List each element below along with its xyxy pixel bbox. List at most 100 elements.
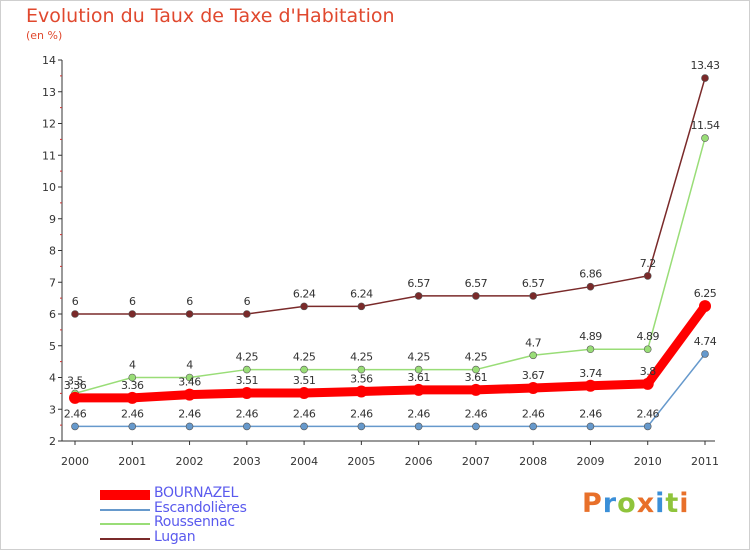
data-label: 3.46 <box>178 376 201 389</box>
data-label: 2.46 <box>236 407 259 420</box>
data-point <box>69 391 81 404</box>
data-label: 7.2 <box>640 257 656 270</box>
series-line-escandolières <box>74 353 706 428</box>
legend-label: Escandolières <box>154 499 247 516</box>
data-label: 4.25 <box>293 351 316 364</box>
data-label: 4.25 <box>236 351 259 364</box>
series-line-bournazel <box>70 301 710 403</box>
data-point <box>243 365 251 374</box>
data-point <box>414 422 423 431</box>
data-point <box>586 422 595 431</box>
data-label: 3.5 <box>67 374 83 387</box>
data-label: 6.57 <box>465 277 488 290</box>
data-point <box>71 310 79 318</box>
data-label: 6 <box>186 295 193 308</box>
data-label: 6.24 <box>350 287 373 300</box>
data-label: 4.89 <box>579 330 602 343</box>
data-point <box>126 391 139 404</box>
data-point <box>643 272 652 280</box>
chart-title: Evolution du Taux de Taxe d'Habitation <box>26 5 395 27</box>
legend-swatch <box>100 537 150 540</box>
y-tick-label: 9 <box>49 213 56 226</box>
x-tick-label: 2004 <box>290 455 318 468</box>
data-point <box>300 302 308 311</box>
data-label: 4.25 <box>350 351 373 364</box>
data-label: 3.56 <box>350 372 373 385</box>
y-tick-label: 12 <box>42 118 56 131</box>
data-label: 6.57 <box>522 277 545 290</box>
data-label: 11.54 <box>691 119 720 132</box>
y-tick-label: 2 <box>49 435 56 448</box>
data-label: 3.51 <box>236 374 259 387</box>
data-point <box>472 365 480 374</box>
x-tick-label: 2000 <box>61 455 89 468</box>
x-tick-label: 2006 <box>405 455 433 468</box>
y-tick-label: 10 <box>42 181 56 194</box>
x-tick-label: 2010 <box>634 455 662 468</box>
data-point <box>701 350 709 358</box>
data-label: 4.7 <box>525 336 541 349</box>
data-point <box>185 310 194 318</box>
data-label: 4 <box>186 359 193 372</box>
data-label: 2.46 <box>121 407 144 420</box>
data-point <box>128 310 137 318</box>
logo-letter: x <box>636 488 656 519</box>
data-label: 6.57 <box>407 277 430 290</box>
data-point <box>472 292 480 300</box>
data-label: 3.36 <box>64 379 87 392</box>
data-point <box>240 387 253 400</box>
data-point <box>300 422 308 431</box>
data-point <box>300 365 308 374</box>
legend-label: Roussennac <box>154 514 235 530</box>
legend-swatch <box>100 523 150 525</box>
data-label: 2.46 <box>636 407 659 420</box>
y-tick-label: 3 <box>49 403 56 416</box>
data-point <box>529 422 537 431</box>
logo-letter: i <box>655 488 666 519</box>
data-point <box>472 422 480 431</box>
data-point <box>298 387 311 400</box>
x-tick-label: 2002 <box>176 455 204 468</box>
data-point <box>185 422 194 431</box>
data-point <box>414 365 423 374</box>
x-tick-label: 2001 <box>118 455 146 468</box>
data-label: 6 <box>129 295 136 308</box>
data-point <box>355 385 368 398</box>
data-point <box>586 345 595 354</box>
data-label: 4.25 <box>407 351 430 364</box>
data-label: 6.86 <box>579 268 602 281</box>
data-point <box>183 388 196 401</box>
data-point <box>357 422 366 431</box>
data-label: 2.46 <box>579 407 602 420</box>
data-label: 6 <box>72 295 79 308</box>
y-tick-label: 14 <box>42 54 56 67</box>
y-tick-label: 6 <box>49 308 56 321</box>
data-label: 6.25 <box>694 287 717 300</box>
data-label: 2.46 <box>64 407 87 420</box>
data-label: 4.89 <box>636 330 659 343</box>
data-point <box>699 300 711 313</box>
data-label: 3.51 <box>293 374 316 387</box>
logo-letter: r <box>602 488 618 519</box>
y-tick-label: 13 <box>42 86 56 99</box>
y-tick-label: 11 <box>42 149 56 162</box>
data-label: 2.46 <box>522 407 545 420</box>
logo-letter: P <box>582 488 603 519</box>
data-point <box>529 351 537 360</box>
data-point <box>529 292 537 300</box>
data-label: 4.25 <box>465 351 488 364</box>
series-line-lugan <box>74 77 706 315</box>
data-point <box>357 302 366 311</box>
data-label: 2.46 <box>350 407 373 420</box>
data-label: 2.46 <box>465 407 488 420</box>
y-tick-label: 5 <box>49 340 56 353</box>
legend-label: BOURNAZEL <box>154 485 238 501</box>
legend-swatch <box>100 508 150 511</box>
legend-swatch <box>100 490 150 500</box>
data-point <box>643 345 652 354</box>
data-point <box>586 282 595 291</box>
data-label: 4 <box>129 359 136 372</box>
data-point <box>584 379 597 392</box>
